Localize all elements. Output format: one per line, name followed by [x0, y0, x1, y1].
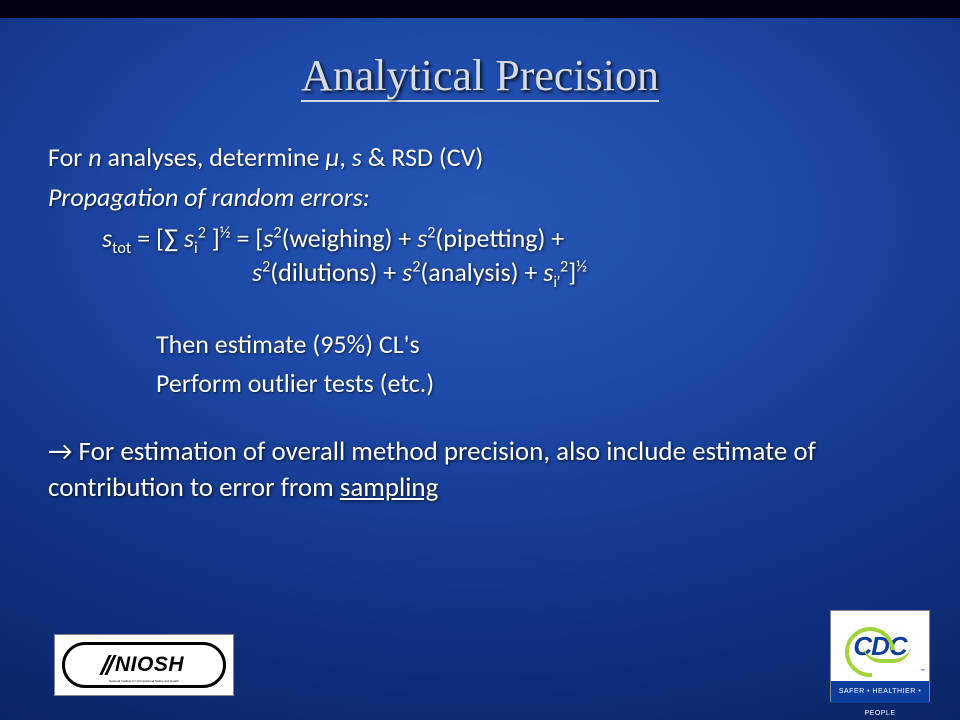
- intro-mu: µ: [325, 141, 339, 173]
- f-a-s: s: [402, 256, 412, 288]
- niosh-logo: NIOSH National Institute for Occupationa…: [54, 634, 234, 696]
- f-s: s: [102, 222, 112, 254]
- f-a-lbl: (analysis) +: [420, 256, 543, 288]
- formula-block: stot = [∑ si2 ]½ = [s2(weighing) + s2(pi…: [102, 221, 920, 290]
- formula-line-1: stot = [∑ si2 ]½ = [s2(weighing) + s2(pi…: [102, 221, 920, 255]
- f-d-s: s: [252, 256, 262, 288]
- conclusion-sampling: sampling: [340, 471, 439, 504]
- niosh-oval: NIOSH National Institute for Occupationa…: [62, 642, 226, 688]
- f-si-s: s: [184, 222, 194, 254]
- f-eq2: = [: [231, 222, 264, 254]
- f-w-lbl: (weighing) +: [282, 222, 418, 254]
- f-p-lbl: (pipetting) +: [435, 222, 564, 254]
- f-half2: ½: [576, 257, 587, 276]
- slide-title: Analytical Precision: [301, 54, 659, 102]
- intro-mid: analyses, determine: [102, 141, 326, 173]
- formula-line-2: s2(dilutions) + s2(analysis) + si′2]½: [252, 255, 920, 289]
- top-bar: [0, 0, 960, 18]
- f-si2-sq: 2: [560, 257, 568, 276]
- title-wrap: Analytical Precision: [0, 18, 960, 102]
- f-close: ]: [568, 256, 576, 288]
- intro-n: n: [88, 141, 101, 173]
- conclusion-arrow: →: [48, 435, 79, 468]
- cdc-tm: ™: [921, 667, 925, 675]
- then-block: Then estimate (95%) CL's Perform outlier…: [156, 327, 920, 400]
- then-line-2: Perform outlier tests (etc.): [156, 366, 920, 400]
- intro-s: s: [352, 141, 362, 173]
- niosh-subtext: National Institute for Occupational Safe…: [65, 679, 223, 683]
- cdc-box: CDC: [831, 611, 929, 681]
- f-tot: tot: [112, 239, 131, 258]
- slide-body: For n analyses, determine µ, s & RSD (CV…: [0, 140, 960, 505]
- slide: Analytical Precision For n analyses, det…: [0, 0, 960, 720]
- intro-suffix: & RSD (CV): [362, 141, 483, 173]
- conclusion: → For estimation of overall method preci…: [48, 434, 920, 505]
- f-si2-s: s: [543, 256, 553, 288]
- f-br: ]: [206, 222, 220, 254]
- cdc-banner: SAFER • HEALTHIER • PEOPLE: [831, 681, 929, 703]
- subhead: Propagation of random errors:: [48, 180, 920, 214]
- then-line-1: Then estimate (95%) CL's: [156, 327, 920, 361]
- f-p-s: s: [417, 222, 427, 254]
- cdc-logo: CDC ™ SAFER • HEALTHIER • PEOPLE: [830, 610, 930, 702]
- cdc-text-wrap: CDC: [853, 631, 906, 662]
- niosh-text: NIOSH: [115, 653, 184, 677]
- f-half1: ½: [220, 223, 231, 242]
- f-w-s: s: [263, 222, 273, 254]
- intro-sep1: ,: [339, 141, 351, 173]
- f-eq1: = [∑: [131, 222, 184, 254]
- f-d-lbl: (dilutions) +: [270, 256, 402, 288]
- intro-line: For n analyses, determine µ, s & RSD (CV…: [48, 140, 920, 174]
- intro-prefix: For: [48, 141, 88, 173]
- f-w-sq: 2: [273, 223, 281, 242]
- f-si-sq: 2: [198, 223, 206, 242]
